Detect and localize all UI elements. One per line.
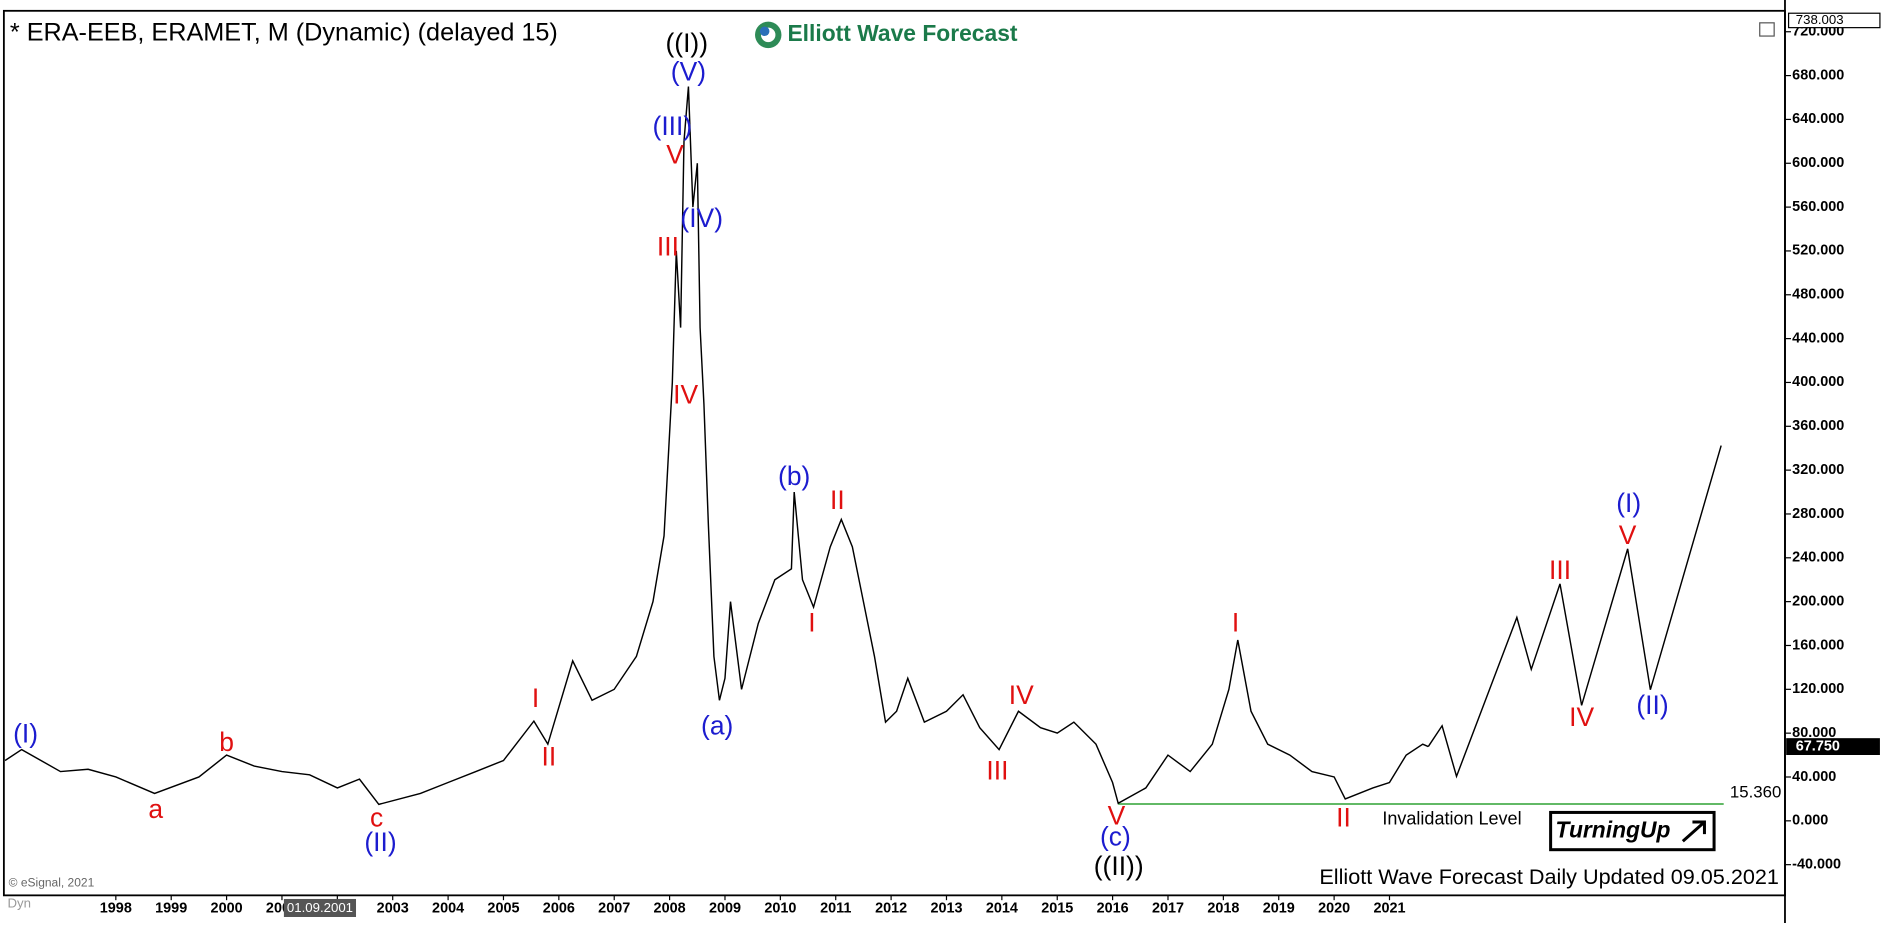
y-tick-label: 240.000	[1792, 550, 1844, 566]
wave-label: V	[666, 140, 684, 170]
copyright: © eSignal, 2021	[9, 876, 95, 890]
x-tick-label: 2011	[820, 900, 851, 916]
top-price-box	[1787, 12, 1881, 29]
y-tick-label: 120.000	[1792, 681, 1844, 697]
wave-label: (II)	[364, 827, 396, 857]
x-tick-label: 2006	[543, 900, 575, 916]
wave-label: ((I))	[665, 28, 708, 58]
wave-label: (IV)	[680, 203, 723, 233]
brand-frame	[1549, 810, 1716, 852]
y-tick-label: 640.000	[1792, 111, 1844, 127]
wave-label: (II)	[1636, 690, 1668, 720]
wave-label: b	[219, 727, 234, 757]
y-tick-label: 480.000	[1792, 287, 1844, 303]
wave-label: IV	[673, 380, 698, 410]
wave-label: (a)	[701, 711, 733, 741]
wave-label: III	[986, 756, 1008, 786]
wave-label: I	[808, 608, 815, 638]
x-tick-label: 2019	[1263, 900, 1295, 916]
y-tick-label: 440.000	[1792, 330, 1844, 346]
y-tick-label: 520.000	[1792, 243, 1844, 259]
wave-label: (I)	[1616, 488, 1641, 518]
x-tick-label: 2020	[1318, 900, 1350, 916]
x-tick-label: 1998	[100, 900, 132, 916]
cursor-date-box	[283, 898, 357, 917]
wave-label: II	[542, 741, 557, 771]
last-price-box	[1786, 738, 1880, 755]
x-tick-label: 2008	[654, 900, 686, 916]
y-tick-label: 200.000	[1792, 593, 1844, 609]
price-line	[1427, 445, 1722, 779]
invalidation-text: Invalidation Level	[1382, 808, 1521, 828]
wave-label: IV	[1569, 702, 1594, 732]
wave-label: II	[830, 485, 845, 515]
wave-label: V	[1619, 520, 1637, 550]
footer: Elliott Wave Forecast Daily Updated 09.0…	[1319, 864, 1779, 889]
last-price: 67.750	[1796, 738, 1840, 754]
x-tick-label: 2010	[764, 900, 796, 916]
x-tick-label: 2005	[487, 900, 519, 916]
brand-text: TurningUp	[1555, 817, 1670, 843]
wave-label: III	[657, 232, 679, 262]
x-tick-label: 2003	[377, 900, 409, 916]
y-tick-label: 400.000	[1792, 374, 1844, 390]
wave-label: (c)	[1100, 821, 1131, 851]
y-tick-label: 280.000	[1792, 506, 1844, 522]
top-price: 738.003	[1796, 12, 1844, 27]
chart-title: * ERA-EEB, ERAMET, M (Dynamic) (delayed …	[10, 18, 558, 46]
logo: Elliott Wave Forecast	[755, 20, 1018, 49]
x-tick-label: 2000	[211, 900, 243, 916]
y-tick-label: -40.000	[1792, 856, 1841, 872]
wave-label: V	[1108, 801, 1126, 831]
wave-label: c	[370, 803, 383, 833]
y-tick-label: 600.000	[1792, 155, 1844, 171]
wave-label: (b)	[778, 461, 810, 491]
x-tick-label: 2012	[875, 900, 907, 916]
x-tick-label: 2014	[986, 900, 1018, 916]
wave-label: I	[1232, 608, 1239, 638]
x-tick-label: 2017	[1152, 900, 1184, 916]
y-tick-label: 680.000	[1792, 67, 1844, 83]
y-tick-label: 360.000	[1792, 418, 1844, 434]
wave-label: III	[1549, 555, 1571, 585]
wave-label: I	[532, 683, 539, 713]
y-tick-label: 560.000	[1792, 199, 1844, 215]
x-tick-label: 2004	[432, 900, 464, 916]
y-tick-label: 40.000	[1792, 769, 1836, 785]
cursor-date: 01.09.2001	[287, 900, 353, 915]
x-tick-label: 2007	[598, 900, 630, 916]
brand-box: TurningUp	[1549, 810, 1716, 852]
y-tick-label: 320.000	[1792, 462, 1844, 478]
x-tick-label: 1999	[155, 900, 187, 916]
y-tick-label: 80.000	[1792, 725, 1836, 741]
wave-label: (III)	[653, 111, 693, 141]
invalidation-value: 15.360	[1730, 783, 1781, 802]
wave-label: ((II))	[1094, 851, 1144, 881]
x-tick-label: 2016	[1097, 900, 1129, 916]
x-tick-label: 2018	[1207, 900, 1239, 916]
x-tick-label: 2021	[1373, 900, 1405, 916]
wave-label: (V)	[671, 56, 706, 86]
wave-label: II	[1336, 803, 1351, 833]
wave-label: (I)	[13, 718, 38, 748]
window-icon[interactable]	[1759, 22, 1775, 37]
logo-icon	[759, 26, 770, 37]
x-tick-label: 2013	[930, 900, 962, 916]
x-tick-label: 2009	[709, 900, 741, 916]
brand-arrow	[1681, 820, 1706, 843]
y-tick-label: 0.000	[1792, 813, 1828, 829]
logo-text: Elliott Wave Forecast	[787, 20, 1017, 46]
y-tick-label: 160.000	[1792, 637, 1844, 653]
wave-label: IV	[1009, 680, 1034, 710]
x-tick-label: 2015	[1041, 900, 1073, 916]
price-line	[4, 86, 1429, 806]
corner-label: Dyn	[7, 895, 31, 910]
wave-label: a	[148, 794, 163, 824]
